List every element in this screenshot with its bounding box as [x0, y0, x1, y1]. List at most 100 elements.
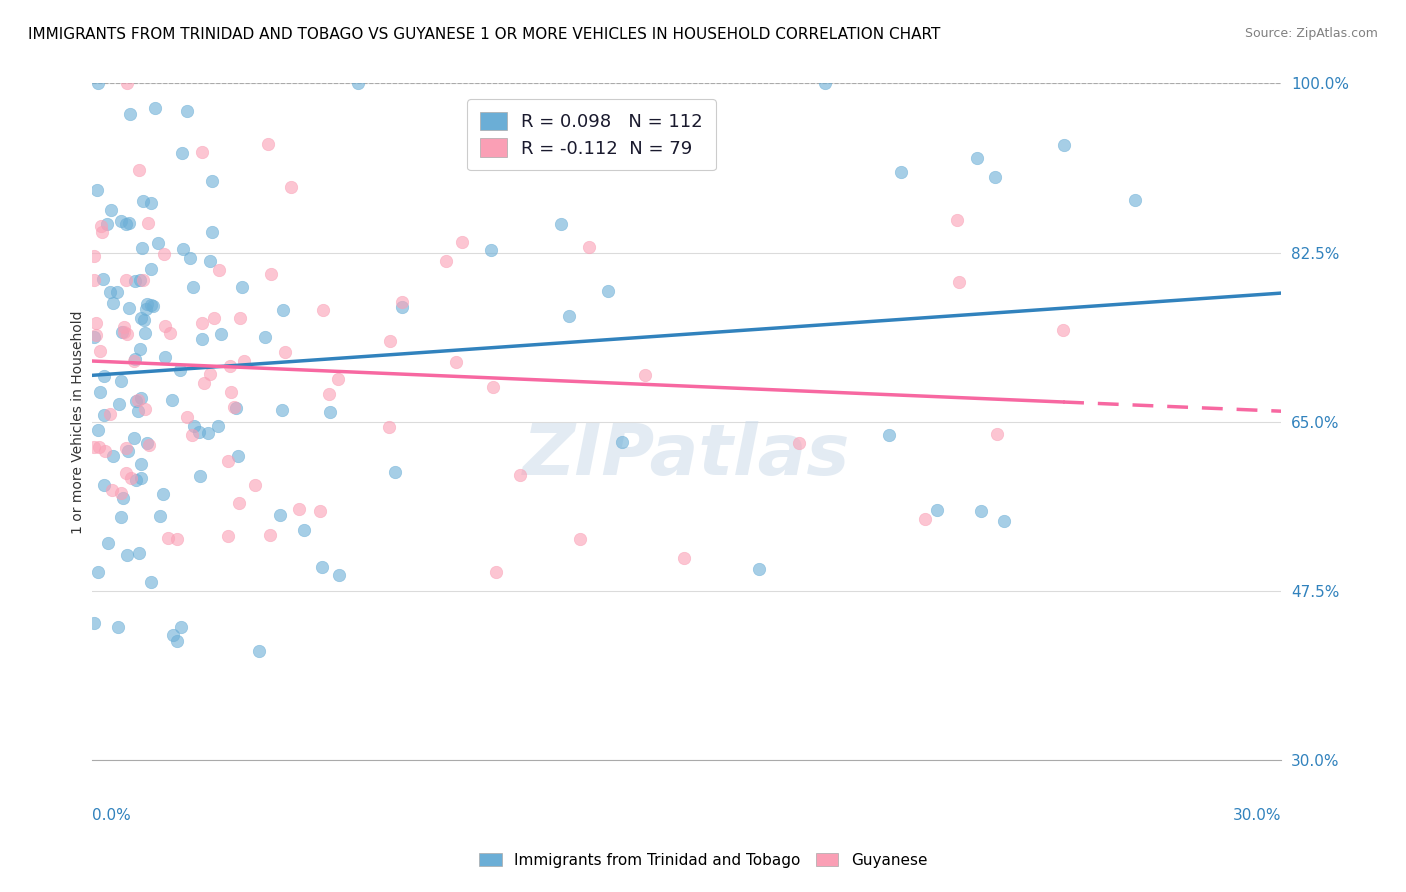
Point: [166, 634, 188, 648]
Point: [100, 483, 122, 497]
Point: [260, 267, 283, 281]
Point: [134, 326, 156, 341]
Point: [98, 407, 121, 421]
Point: [112, 491, 135, 505]
Point: [114, 441, 136, 455]
Point: [208, 263, 231, 277]
Point: [97, 535, 120, 549]
Point: [160, 392, 183, 407]
Point: [813, 77, 835, 91]
Point: [984, 170, 1007, 185]
Point: [292, 523, 315, 537]
Point: [225, 401, 247, 416]
Point: [378, 420, 401, 434]
Point: [257, 136, 280, 151]
Point: [131, 241, 153, 255]
Point: [245, 477, 267, 491]
Point: [132, 273, 155, 287]
Point: [877, 428, 900, 442]
Point: [86, 423, 108, 437]
Point: [117, 77, 139, 91]
Point: [93, 443, 115, 458]
Point: [115, 326, 138, 341]
Point: [226, 450, 249, 464]
Point: [207, 418, 229, 433]
Point: [254, 330, 277, 344]
Point: [391, 300, 413, 314]
Point: [612, 435, 634, 450]
Point: [103, 296, 125, 310]
Point: [162, 628, 184, 642]
Point: [328, 372, 350, 386]
Point: [152, 487, 174, 501]
Point: [200, 254, 222, 268]
Point: [90, 225, 112, 239]
Point: [89, 384, 111, 399]
Point: [83, 249, 105, 263]
Point: [115, 548, 138, 562]
Point: [111, 325, 134, 339]
Point: [120, 107, 142, 121]
Point: [110, 486, 132, 500]
Point: [148, 508, 170, 523]
Point: [312, 303, 335, 318]
Point: [217, 529, 239, 543]
Point: [125, 394, 148, 409]
Point: [153, 350, 176, 364]
Point: [319, 405, 342, 419]
Point: [231, 279, 253, 293]
Point: [93, 478, 115, 492]
Point: [124, 274, 146, 288]
Point: [110, 509, 132, 524]
Point: [391, 295, 413, 310]
Point: [280, 180, 302, 194]
Point: [485, 565, 508, 579]
Point: [83, 440, 105, 454]
Point: [114, 217, 136, 231]
Point: [509, 467, 531, 482]
Point: [188, 425, 211, 440]
Point: [139, 575, 162, 590]
Point: [114, 466, 136, 480]
Point: [451, 235, 474, 249]
Point: [550, 217, 572, 231]
Point: [170, 619, 193, 633]
Point: [273, 344, 295, 359]
Point: [271, 302, 294, 317]
Point: [105, 285, 128, 300]
Point: [100, 203, 122, 218]
Point: [347, 77, 370, 91]
Point: [479, 243, 502, 257]
Point: [181, 279, 204, 293]
Point: [87, 77, 110, 91]
Point: [114, 319, 136, 334]
Point: [129, 310, 152, 325]
Point: [128, 545, 150, 559]
Y-axis label: 1 or more Vehicles in Household: 1 or more Vehicles in Household: [72, 310, 86, 533]
Point: [328, 567, 350, 582]
Point: [139, 298, 162, 312]
Point: [124, 354, 146, 368]
Point: [101, 450, 124, 464]
Point: [135, 301, 157, 316]
Point: [153, 319, 176, 334]
Point: [136, 436, 159, 450]
Point: [139, 261, 162, 276]
Point: [183, 419, 205, 434]
Point: [191, 145, 214, 160]
Point: [129, 342, 152, 356]
Text: IMMIGRANTS FROM TRINIDAD AND TOBAGO VS GUYANESE 1 OR MORE VEHICLES IN HOUSEHOLD : IMMIGRANTS FROM TRINIDAD AND TOBAGO VS G…: [28, 27, 941, 42]
Legend: R = 0.098   N = 112, R = -0.112  N = 79: R = 0.098 N = 112, R = -0.112 N = 79: [467, 99, 716, 170]
Point: [986, 426, 1008, 441]
Point: [269, 508, 291, 523]
Point: [128, 163, 150, 178]
Point: [318, 387, 340, 401]
Point: [201, 225, 224, 239]
Point: [156, 531, 179, 545]
Point: [1053, 137, 1076, 152]
Point: [166, 533, 188, 547]
Point: [247, 644, 270, 658]
Point: [946, 213, 969, 227]
Point: [136, 297, 159, 311]
Point: [233, 354, 256, 368]
